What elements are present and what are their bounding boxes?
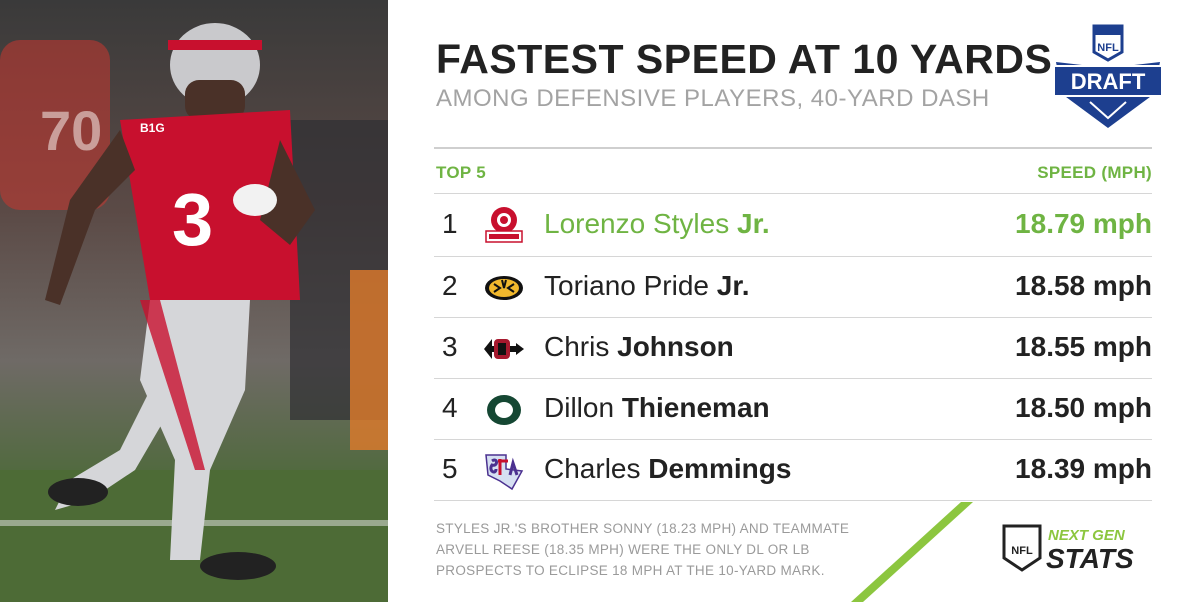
table-row: 3 Chris Johnson 18.55 mph — [434, 319, 1152, 379]
background-jersey-number: 70 — [40, 99, 102, 162]
stats-text: STATS — [1046, 543, 1134, 574]
first-name: Toriano Pride — [544, 270, 709, 301]
stephen-f-austin-logo-icon — [485, 454, 524, 491]
row-divider — [434, 500, 1152, 501]
row-divider — [434, 378, 1152, 379]
player-photo: 70 3 B1G — [0, 0, 388, 602]
top5-header: TOP 5 — [436, 163, 487, 182]
oregon-logo-icon — [487, 395, 521, 425]
infographic-panel: FASTEST SPEED AT 10 YARDS AMONG DEFENSIV… — [388, 0, 1200, 602]
row-divider — [434, 439, 1152, 440]
player-name: Lorenzo Styles Jr. — [544, 208, 770, 240]
rank: 3 — [442, 331, 458, 362]
last-name: Jr. — [737, 208, 770, 239]
next-gen-stats-logo: NFL NEXT GEN STATS — [1002, 524, 1134, 574]
speed-value: 18.58 mph — [1015, 270, 1152, 301]
header-divider — [434, 147, 1152, 149]
nfl-draft-logo: NFL DRAFT — [1053, 24, 1163, 128]
first-name: Dillon — [544, 392, 615, 423]
ohio-state-logo-icon — [485, 207, 523, 243]
table-row: 4 Dillon Thieneman 18.50 mph — [434, 380, 1152, 440]
speed-value: 18.39 mph — [1015, 453, 1152, 484]
jersey-number: 3 — [172, 178, 213, 261]
table-row: 1 Lorenzo Styles Jr. 18.79 mph — [434, 196, 1152, 256]
speed-header: SPEED (MPH) — [1037, 163, 1152, 182]
player-name: Dillon Thieneman — [544, 392, 770, 424]
last-name: Demmings — [648, 453, 792, 484]
player-name: Toriano Pride Jr. — [544, 270, 749, 302]
first-name: Charles — [544, 453, 641, 484]
last-name: Johnson — [617, 331, 734, 362]
page-subtitle: AMONG DEFENSIVE PLAYERS, 40-YARD DASH — [436, 85, 990, 112]
row-divider — [434, 317, 1152, 318]
speed-value: 18.55 mph — [1015, 331, 1152, 362]
conference-patch: B1G — [140, 121, 165, 135]
table-row: 5 Charles Demmings 18.39 mph — [434, 441, 1152, 501]
first-name: Chris — [544, 331, 610, 362]
draft-text: DRAFT — [1071, 69, 1146, 94]
footnote: STYLES JR.'S BROTHER SONNY (18.23 MPH) A… — [436, 521, 850, 578]
player-name: Chris Johnson — [544, 331, 734, 363]
next-gen-text: NEXT GEN — [1048, 527, 1126, 544]
nfl-shield-text: NFL — [1011, 545, 1033, 557]
rank: 2 — [442, 270, 458, 301]
missouri-tiger-logo-icon — [485, 276, 523, 300]
rank: 4 — [442, 392, 458, 423]
last-name: Jr. — [716, 270, 750, 301]
page-title: FASTEST SPEED AT 10 YARDS — [436, 36, 1053, 82]
green-accent-stripe — [851, 502, 973, 602]
nfl-shield-text: NFL — [1097, 42, 1119, 54]
rank: 5 — [442, 453, 458, 484]
speed-value: 18.50 mph — [1015, 392, 1152, 423]
speed-value: 18.79 mph — [1015, 208, 1152, 239]
first-name: Lorenzo Styles — [544, 208, 730, 239]
player-name: Charles Demmings — [544, 453, 791, 485]
row-divider — [434, 256, 1152, 257]
san-diego-state-logo-icon — [484, 339, 524, 359]
rank: 1 — [442, 208, 458, 239]
row-divider — [434, 193, 1152, 194]
player-illustration: 70 3 B1G — [0, 23, 388, 602]
table-row: 2 Toriano Pride Jr. 18.58 mph — [434, 258, 1152, 318]
last-name: Thieneman — [621, 392, 770, 423]
